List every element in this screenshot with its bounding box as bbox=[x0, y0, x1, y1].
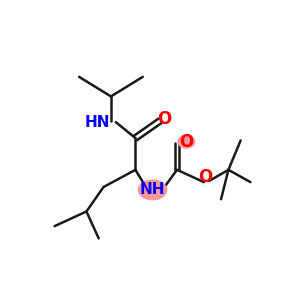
Text: O: O bbox=[179, 133, 194, 151]
Text: O: O bbox=[198, 168, 212, 186]
Text: NH: NH bbox=[140, 182, 165, 197]
Text: O: O bbox=[157, 110, 171, 128]
Text: HN: HN bbox=[85, 115, 110, 130]
Ellipse shape bbox=[178, 135, 195, 148]
Ellipse shape bbox=[139, 180, 166, 200]
